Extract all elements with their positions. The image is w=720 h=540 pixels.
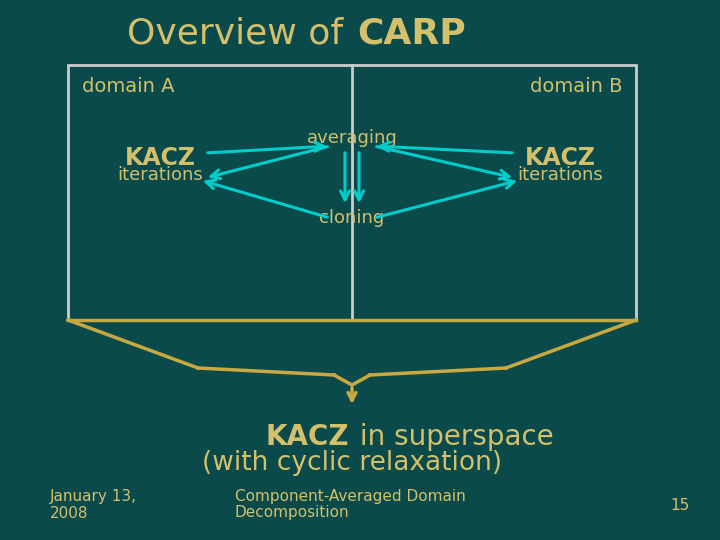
Text: 2008: 2008 (50, 505, 89, 521)
Text: domain B: domain B (529, 78, 622, 97)
Text: KACZ: KACZ (524, 146, 595, 170)
Text: cloning: cloning (320, 209, 384, 227)
Text: KACZ: KACZ (125, 146, 196, 170)
Text: in superspace: in superspace (351, 423, 554, 451)
Text: averaging: averaging (307, 129, 397, 147)
Bar (68, 65, 636, 320)
Text: Component-Averaged Domain: Component-Averaged Domain (235, 489, 466, 504)
Text: January 13,: January 13, (50, 489, 137, 504)
Text: (with cyclic relaxation): (with cyclic relaxation) (202, 450, 502, 476)
Text: 15: 15 (671, 497, 690, 512)
Text: iterations: iterations (117, 166, 203, 184)
Text: domain A: domain A (82, 78, 174, 97)
Text: iterations: iterations (517, 166, 603, 184)
Text: Overview of: Overview of (127, 16, 355, 50)
Text: KACZ: KACZ (266, 423, 349, 451)
Text: CARP: CARP (357, 16, 466, 50)
Text: Decomposition: Decomposition (235, 505, 350, 521)
